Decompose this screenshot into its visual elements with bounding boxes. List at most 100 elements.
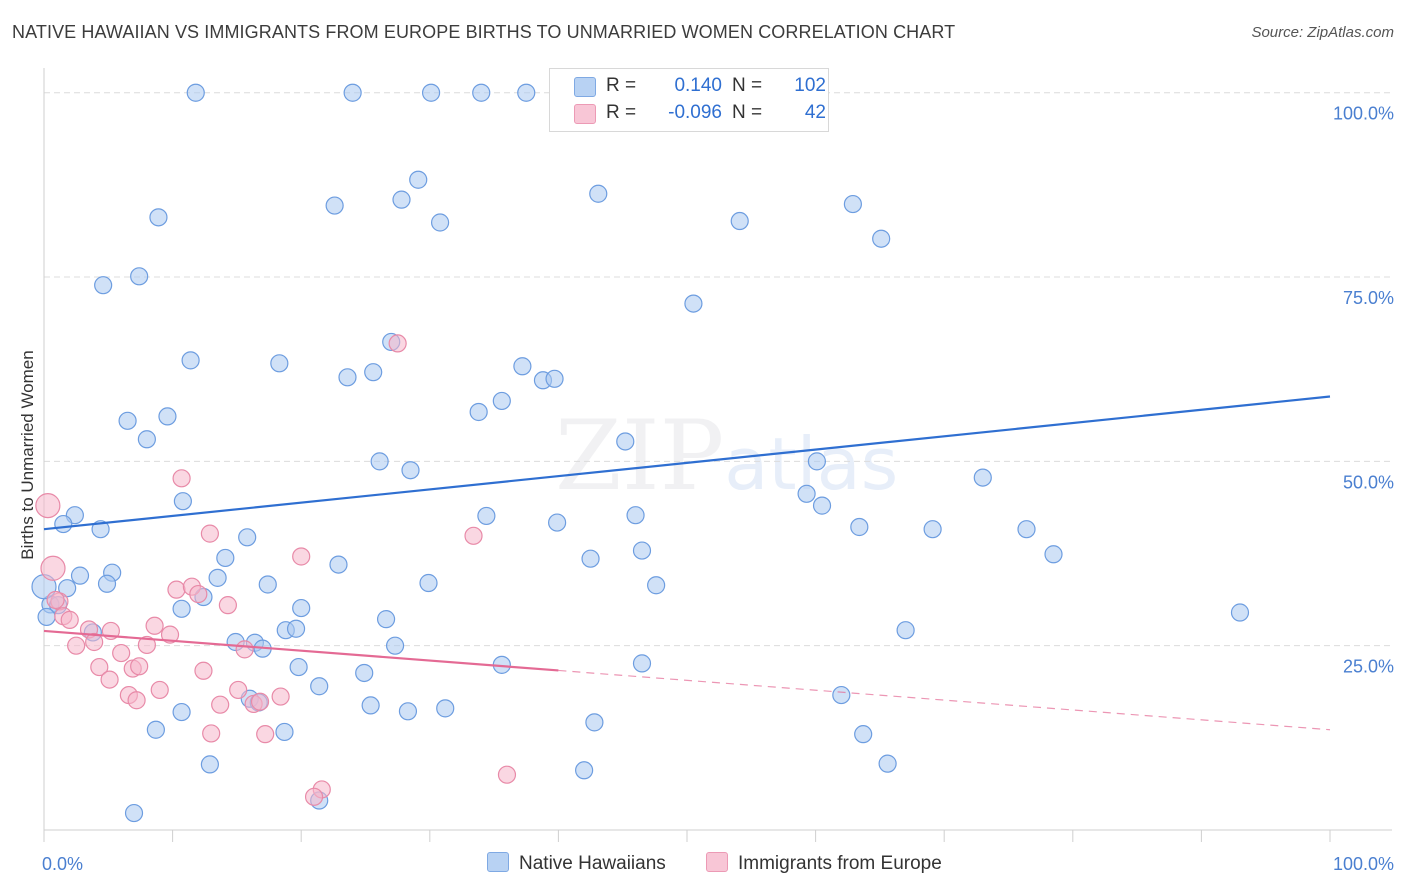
native-hawaiians-point <box>626 506 645 525</box>
native-hawaiians-point <box>797 484 816 503</box>
native-hawaiians-point <box>364 363 383 382</box>
native-hawaiians-point <box>647 576 666 595</box>
immigrants-from-europe-point <box>200 524 219 543</box>
immigrants-from-europe-point <box>497 765 517 784</box>
immigrants-from-europe-point <box>35 493 61 519</box>
immigrants-from-europe-trend-line <box>43 629 559 672</box>
native-hawaiians-point <box>812 496 832 515</box>
immigrants-from-europe-point <box>145 616 164 635</box>
native-hawaiians-point <box>130 267 149 286</box>
bottom-legend-label: Immigrants from Europe <box>738 853 942 874</box>
legend-swatch-blue <box>574 77 596 97</box>
native-hawaiians-point <box>325 196 344 215</box>
native-hawaiians-point <box>338 368 357 387</box>
watermark-zip: ZIP <box>555 400 725 512</box>
immigrants-from-europe-point <box>202 724 221 743</box>
watermark: ZIPatlas <box>555 400 898 512</box>
native-hawaiians-point <box>843 194 862 214</box>
immigrants-from-europe-point <box>167 580 186 599</box>
native-hawaiians-point <box>684 294 703 313</box>
native-hawaiians-point <box>469 402 488 422</box>
native-hawaiians-point <box>370 452 389 471</box>
native-hawaiians-point <box>361 696 380 715</box>
native-hawaiians-point <box>850 517 869 537</box>
native-hawaiians-point <box>632 541 652 560</box>
native-hawaiians-point <box>548 513 567 532</box>
native-hawaiians-point <box>854 725 873 744</box>
immigrants-from-europe-point <box>60 610 79 629</box>
native-hawaiians-point <box>94 276 113 295</box>
immigrants-from-europe-point <box>85 632 104 652</box>
axes <box>43 68 1392 842</box>
native-hawaiians-point <box>832 685 851 705</box>
immigrants-from-europe-point <box>271 687 290 706</box>
native-hawaiians-point <box>208 568 227 587</box>
native-hawaiians-point <box>173 492 192 511</box>
y-tick-label: 25.0% <box>1343 657 1394 677</box>
legend-n-label: N = <box>732 102 763 123</box>
native-hawaiians-point <box>343 83 362 102</box>
native-hawaiians-point <box>329 555 348 574</box>
native-hawaiians-point <box>355 663 374 683</box>
immigrants-from-europe-point <box>112 643 131 663</box>
immigrants-from-europe-point <box>160 625 180 644</box>
native-hawaiians-point <box>878 754 897 773</box>
y-tick-label: 100.0% <box>1333 104 1394 124</box>
legend-r-label: R = <box>606 75 637 96</box>
native-hawaiians-point <box>730 211 749 231</box>
native-hawaiians-point <box>421 83 441 102</box>
native-hawaiians-point <box>289 657 308 677</box>
native-hawaiians-point <box>472 83 491 102</box>
native-hawaiians-point <box>973 468 992 487</box>
native-hawaiians-point <box>436 699 455 718</box>
native-hawaiians-point <box>376 610 396 629</box>
native-hawaiians-point <box>575 761 594 780</box>
immigrants-from-europe-point <box>235 640 254 659</box>
chart-title: NATIVE HAWAIIAN VS IMMIGRANTS FROM EUROP… <box>12 22 956 42</box>
native-hawaiians-point <box>137 430 156 449</box>
bottom-legend-swatch-blue <box>487 852 509 872</box>
native-hawaiians-point <box>492 391 511 411</box>
immigrants-from-europe-point <box>229 680 248 700</box>
immigrants-from-europe-point <box>150 680 169 700</box>
bottom-legend-native-hawaiians: Native Hawaiians <box>487 852 666 875</box>
immigrants-from-europe-point <box>211 695 230 714</box>
immigrants-from-europe-point <box>304 787 324 806</box>
legend-r-label: R = <box>606 102 637 123</box>
immigrants-from-europe-point <box>46 590 65 610</box>
native-hawaiians-point <box>1044 545 1063 564</box>
native-hawaiians-point <box>545 369 564 388</box>
native-hawaiians-point <box>401 461 420 480</box>
immigrants-from-europe-point <box>388 334 407 353</box>
native-hawaiians-point <box>585 713 604 732</box>
immigrants-from-europe-point <box>90 657 109 677</box>
immigrants-from-europe-point <box>100 670 119 689</box>
native-hawaiians-point <box>200 755 219 774</box>
native-hawaiians-point <box>118 411 137 430</box>
native-hawaiians-trend-line <box>43 395 1331 531</box>
immigrants-from-europe-point <box>464 526 483 545</box>
y-tick-label: 75.0% <box>1343 288 1394 308</box>
native-hawaiians-point <box>54 514 73 534</box>
trend-lines <box>43 395 1331 731</box>
native-hawaiians-point <box>392 190 411 209</box>
native-hawaiians-point <box>275 722 294 742</box>
native-hawaiians-point <box>181 351 200 370</box>
immigrants-from-europe-point <box>250 692 270 711</box>
native-hawaiians-point <box>270 354 289 373</box>
immigrants-from-europe-point <box>127 691 146 710</box>
correlation-legend: R = 0.140 N = 102 R = -0.096 N = 42 <box>549 68 829 132</box>
native-hawaiians-point <box>477 506 496 526</box>
native-hawaiians-point <box>238 528 257 547</box>
native-hawaiians-point <box>258 575 277 594</box>
native-hawaiians-point <box>172 599 191 618</box>
immigrants-from-europe-trend-extension <box>558 669 1331 731</box>
native-hawaiians-point <box>807 452 826 471</box>
immigrants-from-europe-point <box>172 469 191 488</box>
native-hawaiians-point <box>581 549 600 568</box>
native-hawaiians-point <box>216 548 235 568</box>
native-hawaiians-point <box>292 598 311 618</box>
bottom-legend-immigrants-from-europe: Immigrants from Europe <box>706 852 942 875</box>
legend-n-value: 42 <box>804 102 826 123</box>
